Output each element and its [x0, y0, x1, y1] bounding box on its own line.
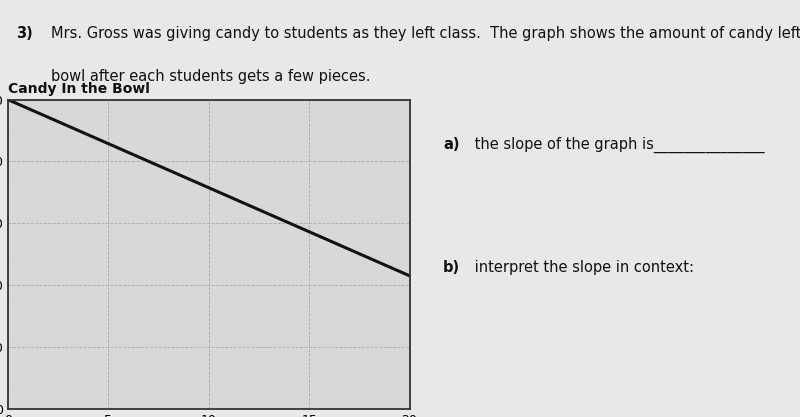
Text: Mrs. Gross was giving candy to students as they left class.  The graph shows the: Mrs. Gross was giving candy to students … — [51, 25, 800, 40]
Text: interpret the slope in context:: interpret the slope in context: — [470, 260, 694, 275]
Text: a): a) — [443, 137, 460, 152]
Text: bowl after each students gets a few pieces.: bowl after each students gets a few piec… — [51, 69, 370, 84]
Text: the slope of the graph is_______________: the slope of the graph is_______________ — [470, 137, 765, 153]
Text: Candy In the Bowl: Candy In the Bowl — [8, 82, 150, 96]
Text: 3): 3) — [16, 25, 33, 40]
Text: b): b) — [443, 260, 460, 275]
